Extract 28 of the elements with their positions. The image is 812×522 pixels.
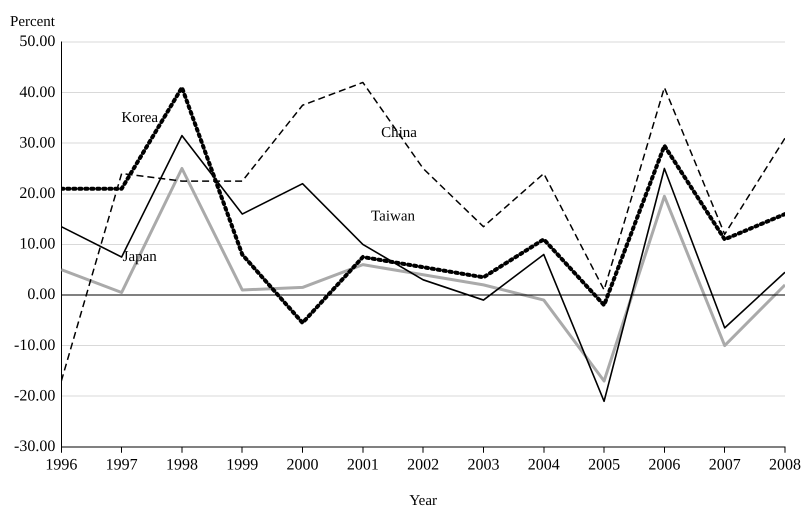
y-tick-label: -10.00 xyxy=(14,336,56,354)
y-tick-label: 0.00 xyxy=(27,286,56,304)
x-tick-label: 2002 xyxy=(407,456,440,474)
x-tick-label: 2008 xyxy=(769,456,801,474)
x-tick-label: 2005 xyxy=(588,456,620,474)
y-tick-label: 20.00 xyxy=(19,185,56,202)
x-tick-label: 2006 xyxy=(648,456,680,474)
y-tick-label: -20.00 xyxy=(14,387,56,404)
y-tick-label: -30.00 xyxy=(14,438,56,456)
x-tick-label: 1999 xyxy=(226,456,258,474)
series-label: Korea xyxy=(121,110,158,126)
x-tick-label: 1997 xyxy=(106,456,138,474)
series-label: Taiwan xyxy=(371,208,416,225)
x-tick-label: 2000 xyxy=(286,456,319,474)
x-tick-label: 1998 xyxy=(166,456,198,474)
series-label: China xyxy=(381,125,418,142)
x-axis-title: Year xyxy=(409,492,437,509)
x-tick-label: 2004 xyxy=(528,456,560,474)
y-tick-label: 50.00 xyxy=(19,33,56,50)
x-tick-label: 1996 xyxy=(45,456,78,474)
y-axis-title: Percent xyxy=(10,14,56,30)
series-label: Japan xyxy=(122,248,158,265)
y-tick-label: 30.00 xyxy=(19,134,56,152)
x-tick-label: 2001 xyxy=(346,456,379,474)
x-tick-label: 2003 xyxy=(467,456,500,474)
x-tick-label: 2007 xyxy=(708,456,741,474)
y-tick-label: 10.00 xyxy=(19,236,56,253)
y-tick-label: 40.00 xyxy=(19,84,56,101)
